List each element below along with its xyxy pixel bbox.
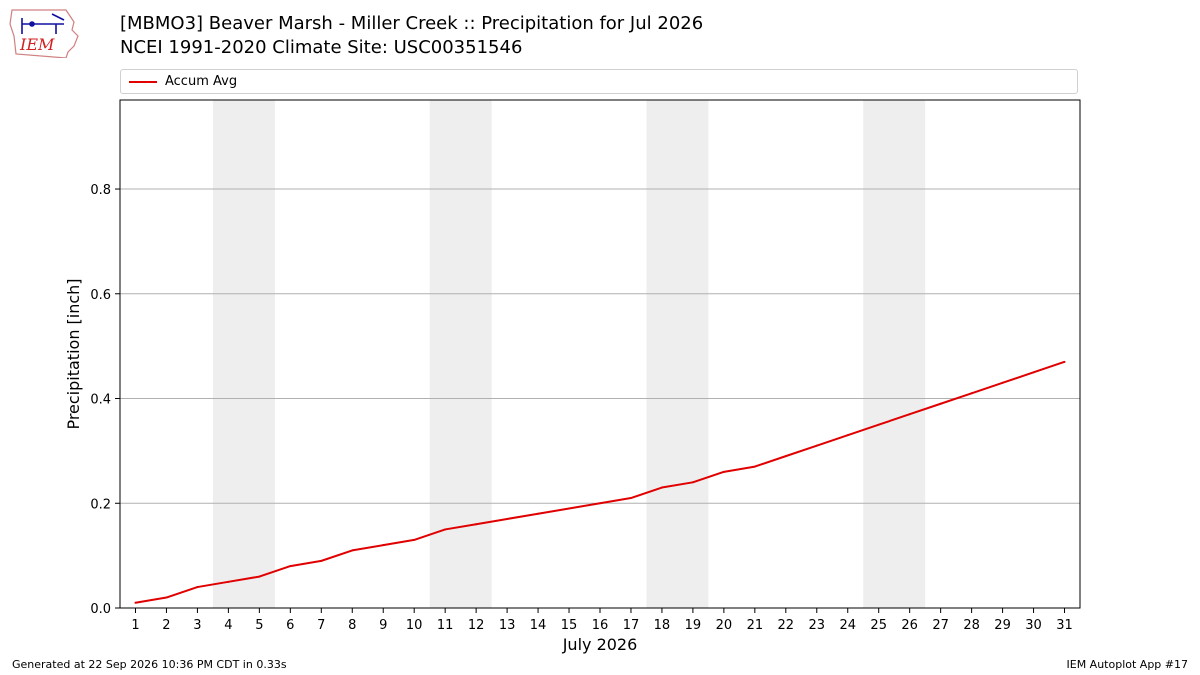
data-point bbox=[351, 549, 354, 552]
x-tick-label: 17 bbox=[623, 618, 640, 633]
x-tick-label: 24 bbox=[839, 618, 856, 633]
y-tick-label: 0.4 bbox=[90, 393, 111, 408]
data-point bbox=[537, 512, 540, 515]
data-point bbox=[382, 544, 385, 547]
x-tick-label: 5 bbox=[255, 618, 263, 633]
data-point bbox=[196, 586, 199, 589]
data-point bbox=[289, 565, 292, 568]
data-point bbox=[939, 402, 942, 405]
data-point bbox=[134, 601, 137, 604]
data-point bbox=[660, 486, 663, 489]
x-tick-label: 27 bbox=[932, 618, 949, 633]
x-tick-label: 11 bbox=[437, 618, 454, 633]
x-axis-label: July 2026 bbox=[562, 635, 638, 654]
logo-text: IEM bbox=[19, 35, 55, 54]
data-point bbox=[722, 470, 725, 473]
data-point bbox=[444, 528, 447, 531]
x-tick-label: 28 bbox=[963, 618, 980, 633]
legend-label-accum-avg: Accum Avg bbox=[165, 74, 238, 89]
y-tick-label: 0.0 bbox=[90, 602, 111, 617]
data-point bbox=[908, 413, 911, 416]
y-axis-ticks: 0.0 0.2 0.4 0.6 0.8 bbox=[90, 183, 120, 617]
iem-logo: IEM bbox=[9, 9, 79, 58]
data-point bbox=[506, 517, 509, 520]
x-tick-label: 21 bbox=[747, 618, 764, 633]
data-point bbox=[815, 444, 818, 447]
weekend-band-2 bbox=[429, 100, 492, 608]
data-point bbox=[320, 559, 323, 562]
x-tick-label: 19 bbox=[685, 618, 702, 633]
iowa-state-outline bbox=[9, 9, 79, 58]
legend: Accum Avg bbox=[120, 69, 1078, 94]
y-axis-label: Precipitation [inch] bbox=[64, 278, 83, 429]
legend-swatch-accum-avg bbox=[129, 81, 157, 83]
data-point bbox=[970, 392, 973, 395]
data-point bbox=[227, 580, 230, 583]
plot-frame bbox=[119, 99, 1081, 609]
x-tick-label: 12 bbox=[468, 618, 485, 633]
x-tick-label: 10 bbox=[406, 618, 423, 633]
chart-title: [MBMO3] Beaver Marsh - Miller Creek :: P… bbox=[120, 13, 704, 34]
x-tick-label: 25 bbox=[870, 618, 887, 633]
x-tick-label: 15 bbox=[561, 618, 578, 633]
weekend-band-1 bbox=[212, 100, 275, 608]
x-tick-label: 2 bbox=[162, 618, 170, 633]
data-point bbox=[599, 502, 601, 505]
y-tick-label: 0.6 bbox=[90, 288, 111, 303]
data-point bbox=[1001, 381, 1004, 384]
data-point bbox=[629, 497, 632, 500]
x-tick-label: 31 bbox=[1056, 618, 1073, 633]
series-layer bbox=[134, 360, 1066, 604]
x-tick-label: 4 bbox=[224, 618, 232, 633]
data-point bbox=[165, 596, 168, 599]
data-point bbox=[568, 507, 571, 510]
x-tick-label: 18 bbox=[654, 618, 671, 633]
x-tick-label: 29 bbox=[994, 618, 1011, 633]
data-point bbox=[846, 434, 849, 437]
data-point bbox=[258, 575, 261, 578]
x-tick-label: 1 bbox=[131, 618, 139, 633]
chart-subtitle: NCEI 1991-2020 Climate Site: USC00351546 bbox=[120, 37, 523, 58]
weekend-band-4 bbox=[863, 100, 926, 608]
grid-lines bbox=[120, 188, 1080, 504]
x-tick-label: 23 bbox=[809, 618, 826, 633]
x-tick-label: 6 bbox=[286, 618, 294, 633]
generated-timestamp: Generated at 22 Sep 2026 10:36 PM CDT in… bbox=[12, 658, 287, 671]
data-point bbox=[784, 455, 787, 458]
series-line-accum-avg bbox=[135, 360, 1065, 604]
data-point bbox=[413, 538, 416, 541]
data-point bbox=[753, 465, 756, 468]
x-tick-label: 30 bbox=[1025, 618, 1042, 633]
x-tick-label: 26 bbox=[901, 618, 918, 633]
y-tick-label: 0.2 bbox=[90, 497, 111, 512]
x-tick-label: 16 bbox=[592, 618, 609, 633]
weekend-bands bbox=[212, 100, 926, 608]
x-tick-label: 3 bbox=[193, 618, 201, 633]
x-tick-label: 20 bbox=[716, 618, 733, 633]
x-tick-label: 8 bbox=[348, 618, 356, 633]
data-point bbox=[1032, 371, 1035, 374]
data-point bbox=[1063, 360, 1066, 363]
x-tick-label: 9 bbox=[379, 618, 387, 633]
x-tick-label: 13 bbox=[499, 618, 516, 633]
data-point bbox=[475, 523, 478, 526]
data-point bbox=[691, 481, 694, 484]
app-label: IEM Autoplot App #17 bbox=[1066, 658, 1189, 671]
weekend-band-3 bbox=[646, 100, 709, 608]
data-point bbox=[877, 423, 880, 426]
x-axis-ticks: 1 2 3 4 5 6 7 8 9 10 11 12 13 14 15 16 17 18 19 20 21 22 23 24 2… bbox=[131, 608, 1073, 633]
x-tick-label: 14 bbox=[530, 618, 547, 633]
x-tick-label: 22 bbox=[778, 618, 795, 633]
x-tick-label: 7 bbox=[317, 618, 325, 633]
weather-station-icon bbox=[21, 13, 65, 34]
y-tick-label: 0.8 bbox=[90, 183, 111, 198]
